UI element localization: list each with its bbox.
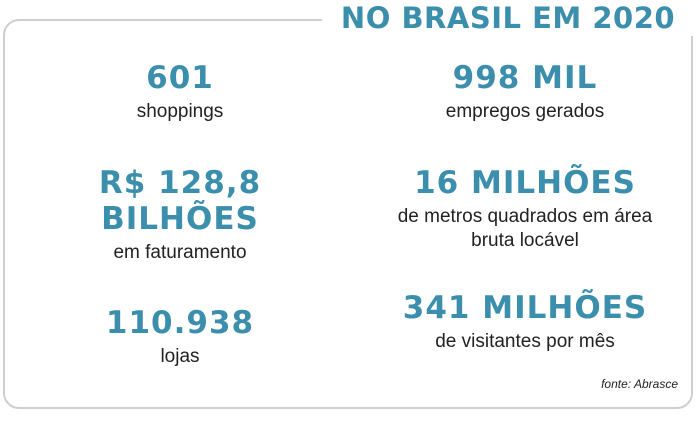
stat-area: 16 MILHÕES de metros quadrados em área b… [360, 165, 690, 253]
stat-value-line2: BILHÕES [101, 201, 259, 237]
stat-value: 998 MIL [452, 60, 598, 96]
stat-value: 601 [146, 60, 214, 96]
stats-card [3, 19, 693, 409]
stat-label: de visitantes por mês [435, 331, 615, 352]
stat-label-line2: bruta locável [471, 230, 579, 251]
stat-shoppings: 601 shoppings [70, 60, 290, 124]
card-title: NO BRASIL EM 2020 [322, 0, 694, 36]
stat-value-line1: R$ 128,8 [98, 165, 262, 201]
stat-stores: 110.938 lojas [70, 305, 290, 369]
stat-value: 110.938 [105, 305, 255, 341]
stat-value: 341 MILHÕES [402, 290, 648, 326]
stat-jobs: 998 MIL empregos gerados [360, 60, 690, 124]
stat-label: em faturamento [113, 242, 247, 263]
stat-visitors: 341 MILHÕES de visitantes por mês [360, 290, 690, 354]
stat-revenue: R$ 128,8 BILHÕES em faturamento [70, 165, 290, 265]
stat-label: shoppings [136, 101, 224, 122]
stat-value: 16 MILHÕES [414, 165, 636, 201]
stat-label: empregos gerados [445, 101, 605, 122]
source-note: fonte: Abrasce [601, 377, 678, 391]
stat-label: lojas [160, 346, 200, 367]
stat-label-line1: de metros quadrados em área [397, 206, 653, 227]
